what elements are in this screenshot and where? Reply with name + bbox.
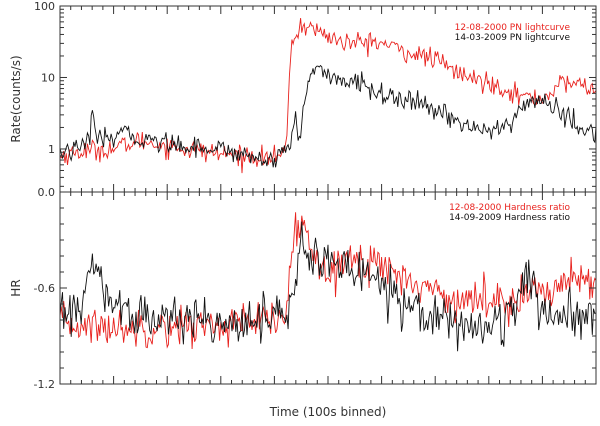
series-line (59, 212, 597, 350)
series-14-03-2009-pn-lightcurve (59, 64, 597, 168)
y-tick-label: -1.2 (34, 378, 55, 391)
series-12-08-2000-pn-lightcurve (59, 17, 597, 174)
legend-entry-pn-2009: 14-03-2009 PN lightcurve (455, 33, 571, 43)
lightcurve-panel: 1 10 100 Rate(counts/s) 12-08-2000 PN ligh… (9, 0, 597, 193)
y-tick-label: 0.0 (38, 186, 56, 199)
legend-entry-pn-2000: 12-08-2000 PN lightcurve (455, 23, 571, 33)
hardness-ratio-panel: 0.0 -0.6 -1.2 HR 12-08-2000 Hardness ratio… (9, 186, 597, 391)
y-tick-label: -0.6 (34, 282, 55, 295)
legend-entry-hr-2000: 12-08-2000 Hardness ratio (449, 203, 570, 213)
y-tick-label: 100 (34, 0, 55, 13)
bottom-panel-ylabel: HR (9, 279, 23, 296)
y-tick-label: 10 (41, 71, 55, 84)
series-line (59, 17, 597, 174)
top-panel-ylabel: Rate(counts/s) (9, 55, 23, 142)
x-axis-label: Time (100s binned) (269, 405, 387, 419)
series-12-08-2000-hardness-ratio (59, 212, 597, 350)
series-14-09-2009-hardness-ratio (59, 221, 597, 352)
bottom-panel-ticks: 0.0 -0.6 -1.2 (34, 186, 596, 391)
series-line (59, 64, 597, 168)
y-tick-label: 1 (48, 143, 55, 156)
top-panel-ticks: 1 10 100 (34, 0, 596, 192)
series-line (59, 221, 597, 352)
legend-entry-hr-2009: 14-09-2009 Hardness ratio (449, 213, 570, 223)
